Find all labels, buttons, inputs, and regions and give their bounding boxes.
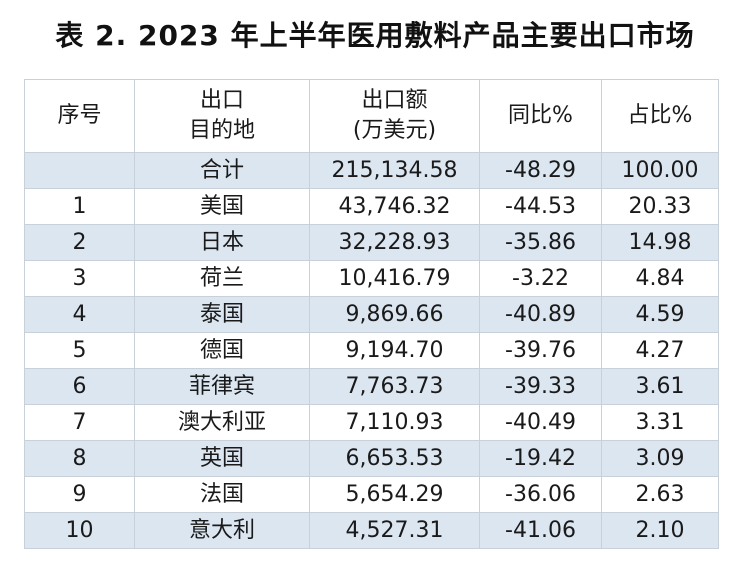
cell-share: 3.31 <box>601 404 719 441</box>
cell-serial-number: 1 <box>24 188 135 225</box>
cell-share: 3.09 <box>601 440 719 477</box>
table-row: 3 荷兰 10,416.79 -3.22 4.84 <box>24 260 719 297</box>
cell-serial-number: 9 <box>24 476 135 513</box>
cell-destination: 荷兰 <box>134 260 310 297</box>
cell-share: 2.10 <box>601 512 719 549</box>
cell-yoy-change: -48.29 <box>479 152 602 189</box>
cell-export-amount: 4,527.31 <box>309 512 480 549</box>
header-yoy-change: 同比% <box>479 79 602 153</box>
header-export-amount: 出口额 (万美元) <box>309 79 480 153</box>
cell-serial-number: 5 <box>24 332 135 369</box>
table-row: 10 意大利 4,527.31 -41.06 2.10 <box>24 512 719 549</box>
header-serial-number: 序号 <box>24 79 135 153</box>
cell-destination: 合计 <box>134 152 310 189</box>
cell-serial-number: 6 <box>24 368 135 405</box>
cell-yoy-change: -3.22 <box>479 260 602 297</box>
cell-destination: 日本 <box>134 224 310 261</box>
cell-share: 2.63 <box>601 476 719 513</box>
cell-share: 4.27 <box>601 332 719 369</box>
cell-yoy-change: -39.76 <box>479 332 602 369</box>
cell-yoy-change: -40.49 <box>479 404 602 441</box>
table-row-total: 合计 215,134.58 -48.29 100.00 <box>24 152 719 189</box>
cell-destination: 澳大利亚 <box>134 404 310 441</box>
cell-destination: 德国 <box>134 332 310 369</box>
cell-share: 4.59 <box>601 296 719 333</box>
header-destination-line1: 出口 <box>199 88 244 113</box>
table-row: 2 日本 32,228.93 -35.86 14.98 <box>24 224 719 261</box>
table-row: 9 法国 5,654.29 -36.06 2.63 <box>24 476 719 513</box>
cell-export-amount: 10,416.79 <box>309 260 480 297</box>
table-row: 7 澳大利亚 7,110.93 -40.49 3.31 <box>24 404 719 441</box>
cell-yoy-change: -40.89 <box>479 296 602 333</box>
cell-serial-number: 10 <box>24 512 135 549</box>
table-row: 4 泰国 9,869.66 -40.89 4.59 <box>24 296 719 333</box>
cell-yoy-change: -36.06 <box>479 476 602 513</box>
cell-share: 4.84 <box>601 260 719 297</box>
cell-serial-number: 3 <box>24 260 135 297</box>
cell-serial-number: 7 <box>24 404 135 441</box>
cell-share: 20.33 <box>601 188 719 225</box>
cell-yoy-change: -41.06 <box>479 512 602 549</box>
cell-export-amount: 7,763.73 <box>309 368 480 405</box>
header-row: 序号 出口 目的地 出口额 (万美元) 同比% 占比% <box>24 79 719 153</box>
cell-yoy-change: -35.86 <box>479 224 602 261</box>
table-row: 5 德国 9,194.70 -39.76 4.27 <box>24 332 719 369</box>
cell-export-amount: 7,110.93 <box>309 404 480 441</box>
cell-export-amount: 6,653.53 <box>309 440 480 477</box>
cell-destination: 菲律宾 <box>134 368 310 405</box>
cell-yoy-change: -39.33 <box>479 368 602 405</box>
cell-share: 100.00 <box>601 152 719 189</box>
export-markets-table: 序号 出口 目的地 出口额 (万美元) 同比% 占比% 合计 215,134.58… <box>24 79 719 549</box>
cell-share: 3.61 <box>601 368 719 405</box>
cell-export-amount: 5,654.29 <box>309 476 480 513</box>
cell-yoy-change: -44.53 <box>479 188 602 225</box>
header-share: 占比% <box>601 79 719 153</box>
cell-export-amount: 43,746.32 <box>309 188 480 225</box>
cell-export-amount: 9,194.70 <box>309 332 480 369</box>
cell-destination: 美国 <box>134 188 310 225</box>
table-row: 6 菲律宾 7,763.73 -39.33 3.61 <box>24 368 719 405</box>
cell-serial-number: 8 <box>24 440 135 477</box>
cell-destination: 意大利 <box>134 512 310 549</box>
header-destination: 出口 目的地 <box>134 79 310 153</box>
table-row: 1 美国 43,746.32 -44.53 20.33 <box>24 188 719 225</box>
table-body: 合计 215,134.58 -48.29 100.00 1 美国 43,746.32 -44.… <box>24 152 719 549</box>
cell-export-amount: 215,134.58 <box>309 152 480 189</box>
cell-export-amount: 9,869.66 <box>309 296 480 333</box>
cell-share: 14.98 <box>601 224 719 261</box>
table-row: 8 英国 6,653.53 -19.42 3.09 <box>24 440 719 477</box>
table-title: 表 2. 2023 年上半年医用敷料产品主要出口市场 <box>55 19 695 52</box>
cell-serial-number <box>24 152 135 189</box>
cell-export-amount: 32,228.93 <box>309 224 480 261</box>
cell-yoy-change: -19.42 <box>479 440 602 477</box>
header-export-amount-line1: 出口额 <box>361 88 428 113</box>
cell-destination: 英国 <box>134 440 310 477</box>
cell-destination: 泰国 <box>134 296 310 333</box>
cell-serial-number: 4 <box>24 296 135 333</box>
cell-destination: 法国 <box>134 476 310 513</box>
cell-serial-number: 2 <box>24 224 135 261</box>
header-destination-line2: 目的地 <box>188 118 255 143</box>
header-export-amount-line2: (万美元) <box>352 118 437 143</box>
